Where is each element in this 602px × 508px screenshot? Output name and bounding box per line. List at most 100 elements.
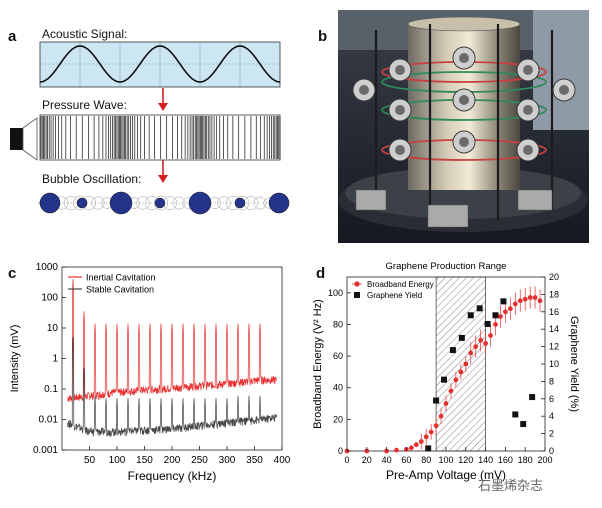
panel-letter-a: a <box>8 28 17 45</box>
red-arrow-1 <box>158 88 168 111</box>
chart-d-energy-point <box>468 350 474 356</box>
chart-c-x-tick-label: 250 <box>191 455 208 466</box>
chart-d-energy-point <box>512 301 518 307</box>
bubble <box>109 191 133 215</box>
chart-d-energy-point <box>478 337 484 343</box>
chart-d-yield-point <box>449 347 456 354</box>
chart-d-x-tick-label: 0 <box>344 455 349 465</box>
chart-d-energy-point <box>408 445 414 451</box>
chart-d-yield-point <box>492 312 499 319</box>
chart-d-yield-point <box>425 445 432 452</box>
chart-d-y2-tick-label: 12 <box>549 342 559 352</box>
chart-d-energy-point <box>433 423 439 429</box>
chart-d-x-tick-label: 120 <box>458 455 473 465</box>
chart-c-y-tick-label: 0.001 <box>33 445 58 456</box>
chart-d-x-tick-label: 80 <box>421 455 431 465</box>
chart-d-yield-point <box>529 394 536 401</box>
bubble <box>39 192 61 214</box>
chart-c-legend-label: Inertial Cavitation <box>86 273 156 283</box>
chart-d-x-axis-label: Pre-Amp Voltage (mV) <box>386 468 506 482</box>
chart-d-y2-tick-label: 10 <box>549 359 559 369</box>
chart-d-energy-point <box>438 413 444 419</box>
chart-d-yield-point <box>458 334 465 341</box>
chart-d-yield-point <box>433 397 440 404</box>
chart-d-energy-point <box>384 448 389 454</box>
chart-d-energy-point <box>463 361 469 367</box>
chart-d-x-tick-label: 60 <box>401 455 411 465</box>
chart-d-energy-point <box>517 298 523 304</box>
bubble <box>154 197 166 209</box>
chart-d-y2-tick-label: 8 <box>549 376 554 386</box>
chart-d-energy-point <box>527 295 533 300</box>
chart-c-x-tick-label: 300 <box>219 455 236 466</box>
chart-c-series-line <box>67 337 277 438</box>
chart-c-y-tick-label: 0.01 <box>39 415 59 426</box>
chart-d-y2-tick-label: 16 <box>549 307 559 317</box>
chart-c-y-tick-label: 0.1 <box>44 384 58 395</box>
chart-d-y2-tick-label: 2 <box>549 429 554 439</box>
chart-d-yield-point <box>441 376 448 383</box>
chart-d-y2-tick-label: 18 <box>549 289 559 299</box>
chart-d-y2-axis-label: Graphene Yield (%) <box>568 316 580 412</box>
chart-d-legend-swatch <box>354 292 360 298</box>
chart-c-x-tick-label: 350 <box>246 455 263 466</box>
chart-c-x-tick-label: 200 <box>164 455 181 466</box>
chart-d-legend-label: Broadband Energy <box>367 280 434 289</box>
sine-wave <box>39 45 281 83</box>
chart-d-x-tick-label: 200 <box>537 455 552 465</box>
chart-d-y-tick-label: 0 <box>338 446 343 456</box>
chart-d-y2-tick-label: 6 <box>549 394 554 404</box>
chart-d-y-tick-label: 20 <box>333 414 343 424</box>
chart-d-yield-point <box>484 320 491 327</box>
bubble-oscillation-row <box>39 191 290 215</box>
watermark-text: 石墨烯杂志 <box>478 479 544 494</box>
red-arrow-2 <box>158 160 168 183</box>
chart-c-y-tick-label: 1 <box>52 354 58 365</box>
chart-c-x-axis-label: Frequency (kHz) <box>128 469 217 483</box>
chart-d-energy-point <box>503 309 508 315</box>
chart-d-energy-point <box>522 296 528 302</box>
chart-c-y-axis-label: Intensity (mV) <box>9 325 21 393</box>
bubble <box>268 192 290 214</box>
chart-d-energy-point <box>423 434 429 440</box>
pressure-wave-lines <box>40 116 281 159</box>
bubble <box>76 197 88 209</box>
chart-d-title: Graphene Production Range <box>386 261 507 272</box>
chart-d-energy-point <box>458 369 464 375</box>
chart-c-y-tick-label: 10 <box>47 323 59 334</box>
chart-d-energy-point <box>413 442 419 448</box>
chart-d-y-axis-label: Broadband Energy (V² Hz) <box>312 299 324 429</box>
chart-c-x-tick-label: 150 <box>136 455 153 466</box>
speaker-icon <box>10 117 38 161</box>
chart-d-x-tick-label: 180 <box>518 455 533 465</box>
chart-d-x-tick-label: 160 <box>498 455 513 465</box>
chart-d-energy-point <box>364 448 370 454</box>
chart-d-energy-point <box>473 344 479 349</box>
chart-c-legend-label: Stable Cavitation <box>86 285 154 295</box>
chart-c-x-tick-label: 50 <box>84 455 96 466</box>
chart-c-y-tick-label: 1000 <box>36 262 59 273</box>
panel-a-schematic <box>10 41 290 215</box>
chart-d-energy-point <box>483 341 488 346</box>
chart-c-y-tick-label: 100 <box>41 293 58 304</box>
chart-d-yield-point <box>520 421 527 428</box>
acoustic-signal-label: Acoustic Signal: <box>42 27 128 41</box>
panel-c-chart: 50 100 150 200 250 300 350 400 0.001 0.01 0.1 1 10 10… <box>9 262 291 483</box>
chart-c-x-tick-label: 100 <box>109 455 126 466</box>
chart-d-x-tick-label: 140 <box>478 455 493 465</box>
chart-d-yield-point <box>512 411 519 418</box>
chart-d-x-tick-label: 20 <box>362 455 372 465</box>
chart-d-y2-tick-label: 14 <box>549 324 559 334</box>
bubble-oscillation-label: Bubble Oscillation: <box>42 172 142 186</box>
chart-d-energy-point <box>493 322 498 327</box>
chart-d-y2-tick-label: 20 <box>549 272 559 282</box>
reactor-photo <box>338 10 589 243</box>
chart-d-yield-point <box>500 298 507 305</box>
chart-d-energy-point <box>453 377 459 383</box>
chart-c-series-line <box>67 279 277 402</box>
chart-d-energy-point <box>507 306 513 312</box>
chart-d-y-tick-label: 40 <box>333 383 343 393</box>
chart-d-energy-point <box>537 298 543 304</box>
chart-d-yield-point <box>467 312 474 319</box>
panel-letter-d: d <box>316 265 326 282</box>
